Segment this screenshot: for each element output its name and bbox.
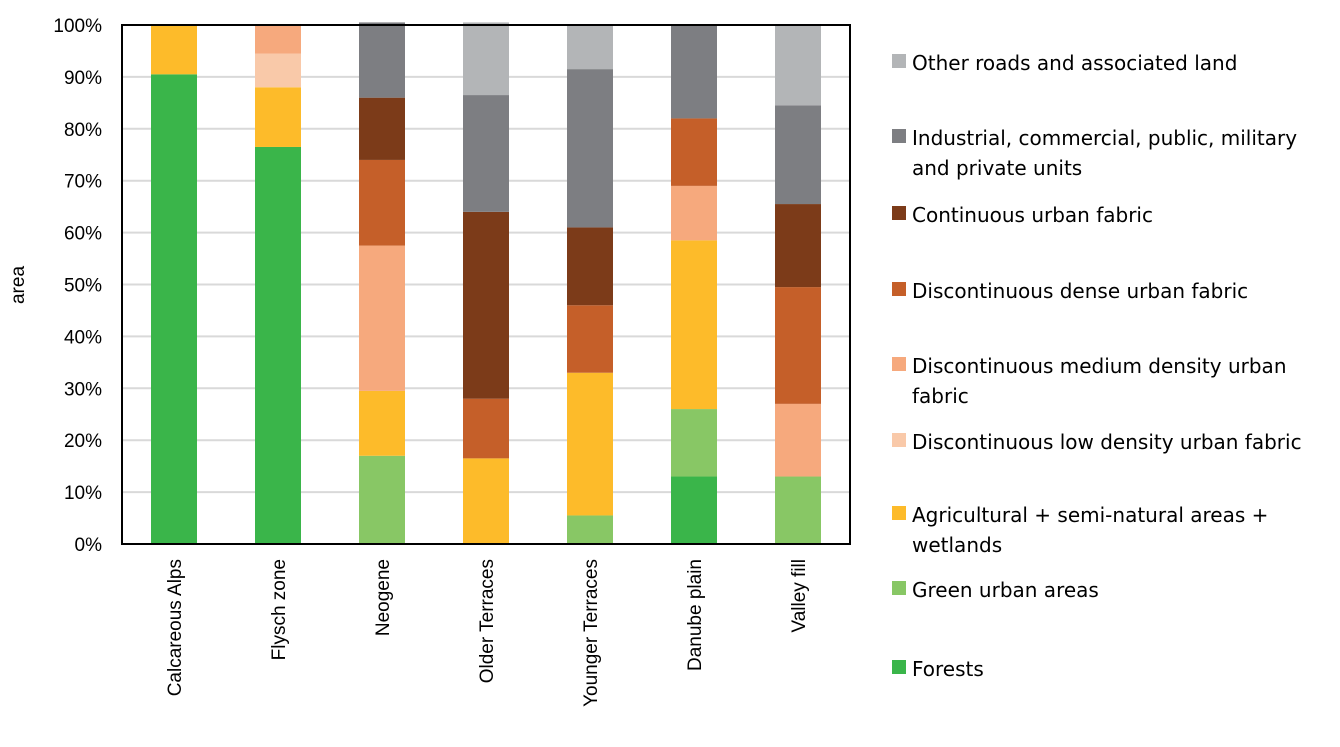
bar-segment [151,25,197,75]
legend-label: Other roads and associated land [912,51,1238,75]
legend-item: Other roads and associated land [892,48,1337,78]
y-tick-label: 40% [64,327,102,348]
bar-segment [671,25,717,119]
legend-item: Forests [892,654,1337,684]
y-tick-label: 10% [64,483,102,504]
y-tick-label: 50% [64,276,102,297]
bar-segment [671,240,717,410]
bar-segment [359,97,405,160]
y-axis-ticks: 0% 10% 20% 30% 40% 50% 60% 70% 80% 90% 100% [53,16,102,556]
y-tick-label: 60% [64,224,102,245]
x-tick-label: Younger Terraces [581,559,602,707]
legend-label: Agricultural + semi-natural areas + wetl… [912,503,1269,557]
legend-label: Continuous urban fabric [912,203,1153,227]
y-axis-label: area [8,266,29,304]
bar-segment [567,372,613,516]
bar-segment [775,287,821,404]
bar-segment [567,227,613,306]
legend-item: Discontinuous dense urban fabric [892,276,1337,306]
bar-segment [567,305,613,373]
bar-segment [567,69,613,228]
legend-swatch [892,129,906,143]
bar-segment [671,185,717,241]
bar-segment [775,476,821,544]
legend-swatch [892,54,906,68]
legend-item: Industrial, commercial, public, military… [892,123,1337,183]
y-tick-label: 100% [53,16,102,37]
legend-swatch [892,206,906,220]
legend-label: Discontinuous medium density urban fabri… [912,354,1287,408]
bar-segment [567,25,613,70]
bar-segment [775,204,821,288]
bar-segment [255,53,301,88]
x-tick-label: Neogene [373,559,394,636]
bar-segment [359,245,405,391]
y-tick-label: 70% [64,172,102,193]
legend-swatch [892,357,906,371]
bar-segment [359,390,405,456]
bar-segment [255,25,301,54]
bar-segment [151,74,197,545]
x-axis-ticks: Calcareous Alps Flysch zone Neogene Older T… [165,559,810,707]
x-tick-label: Calcareous Alps [165,559,186,696]
x-tick-label: Valley fill [789,559,810,633]
bar-segment [463,398,509,459]
bar-segment [255,146,301,544]
bar-segment [671,409,717,477]
bar-segment [255,87,301,147]
bar-segment [775,403,821,477]
bar-segment [463,95,509,212]
bar-segment [463,22,509,96]
legend-swatch [892,581,906,595]
bar-segment [775,105,821,205]
bar-segment [359,159,405,246]
bar-segment [567,515,613,544]
bar-segment [359,455,405,544]
y-tick-label: 0% [75,535,103,556]
bar-segment [463,458,509,544]
x-tick-label: Flysch zone [269,559,290,660]
legend-swatch [892,433,906,447]
y-tick-label: 30% [64,379,102,400]
legend-item: Green urban areas [892,575,1337,605]
legend-swatch [892,506,906,520]
bar-segment [359,22,405,98]
bar-segment [671,118,717,186]
legend-item: Discontinuous medium density urban fabri… [892,351,1337,411]
y-tick-label: 20% [64,431,102,452]
y-tick-label: 80% [64,120,102,141]
legend-label: Discontinuous low density urban fabric [912,430,1302,454]
legend-label: Forests [912,657,984,681]
plot-frame [121,24,851,545]
bars [151,22,821,545]
legend-swatch [892,660,906,674]
bar-segment [463,211,509,399]
legend-label: Industrial, commercial, public, military… [912,126,1298,180]
legend-item: Continuous urban fabric [892,200,1337,230]
legend-item: Discontinuous low density urban fabric [892,427,1337,457]
legend-label: Discontinuous dense urban fabric [912,279,1249,303]
y-tick-label: 90% [64,68,102,89]
legend: Other roads and associated land Industria… [892,0,1340,747]
bar-segment [671,476,717,544]
x-tick-label: Older Terraces [477,559,498,683]
x-tick-label: Danube plain [685,559,706,671]
legend-item: Agricultural + semi-natural areas + wetl… [892,500,1337,560]
legend-swatch [892,282,906,296]
legend-label: Green urban areas [912,578,1099,602]
bar-segment [775,25,821,106]
